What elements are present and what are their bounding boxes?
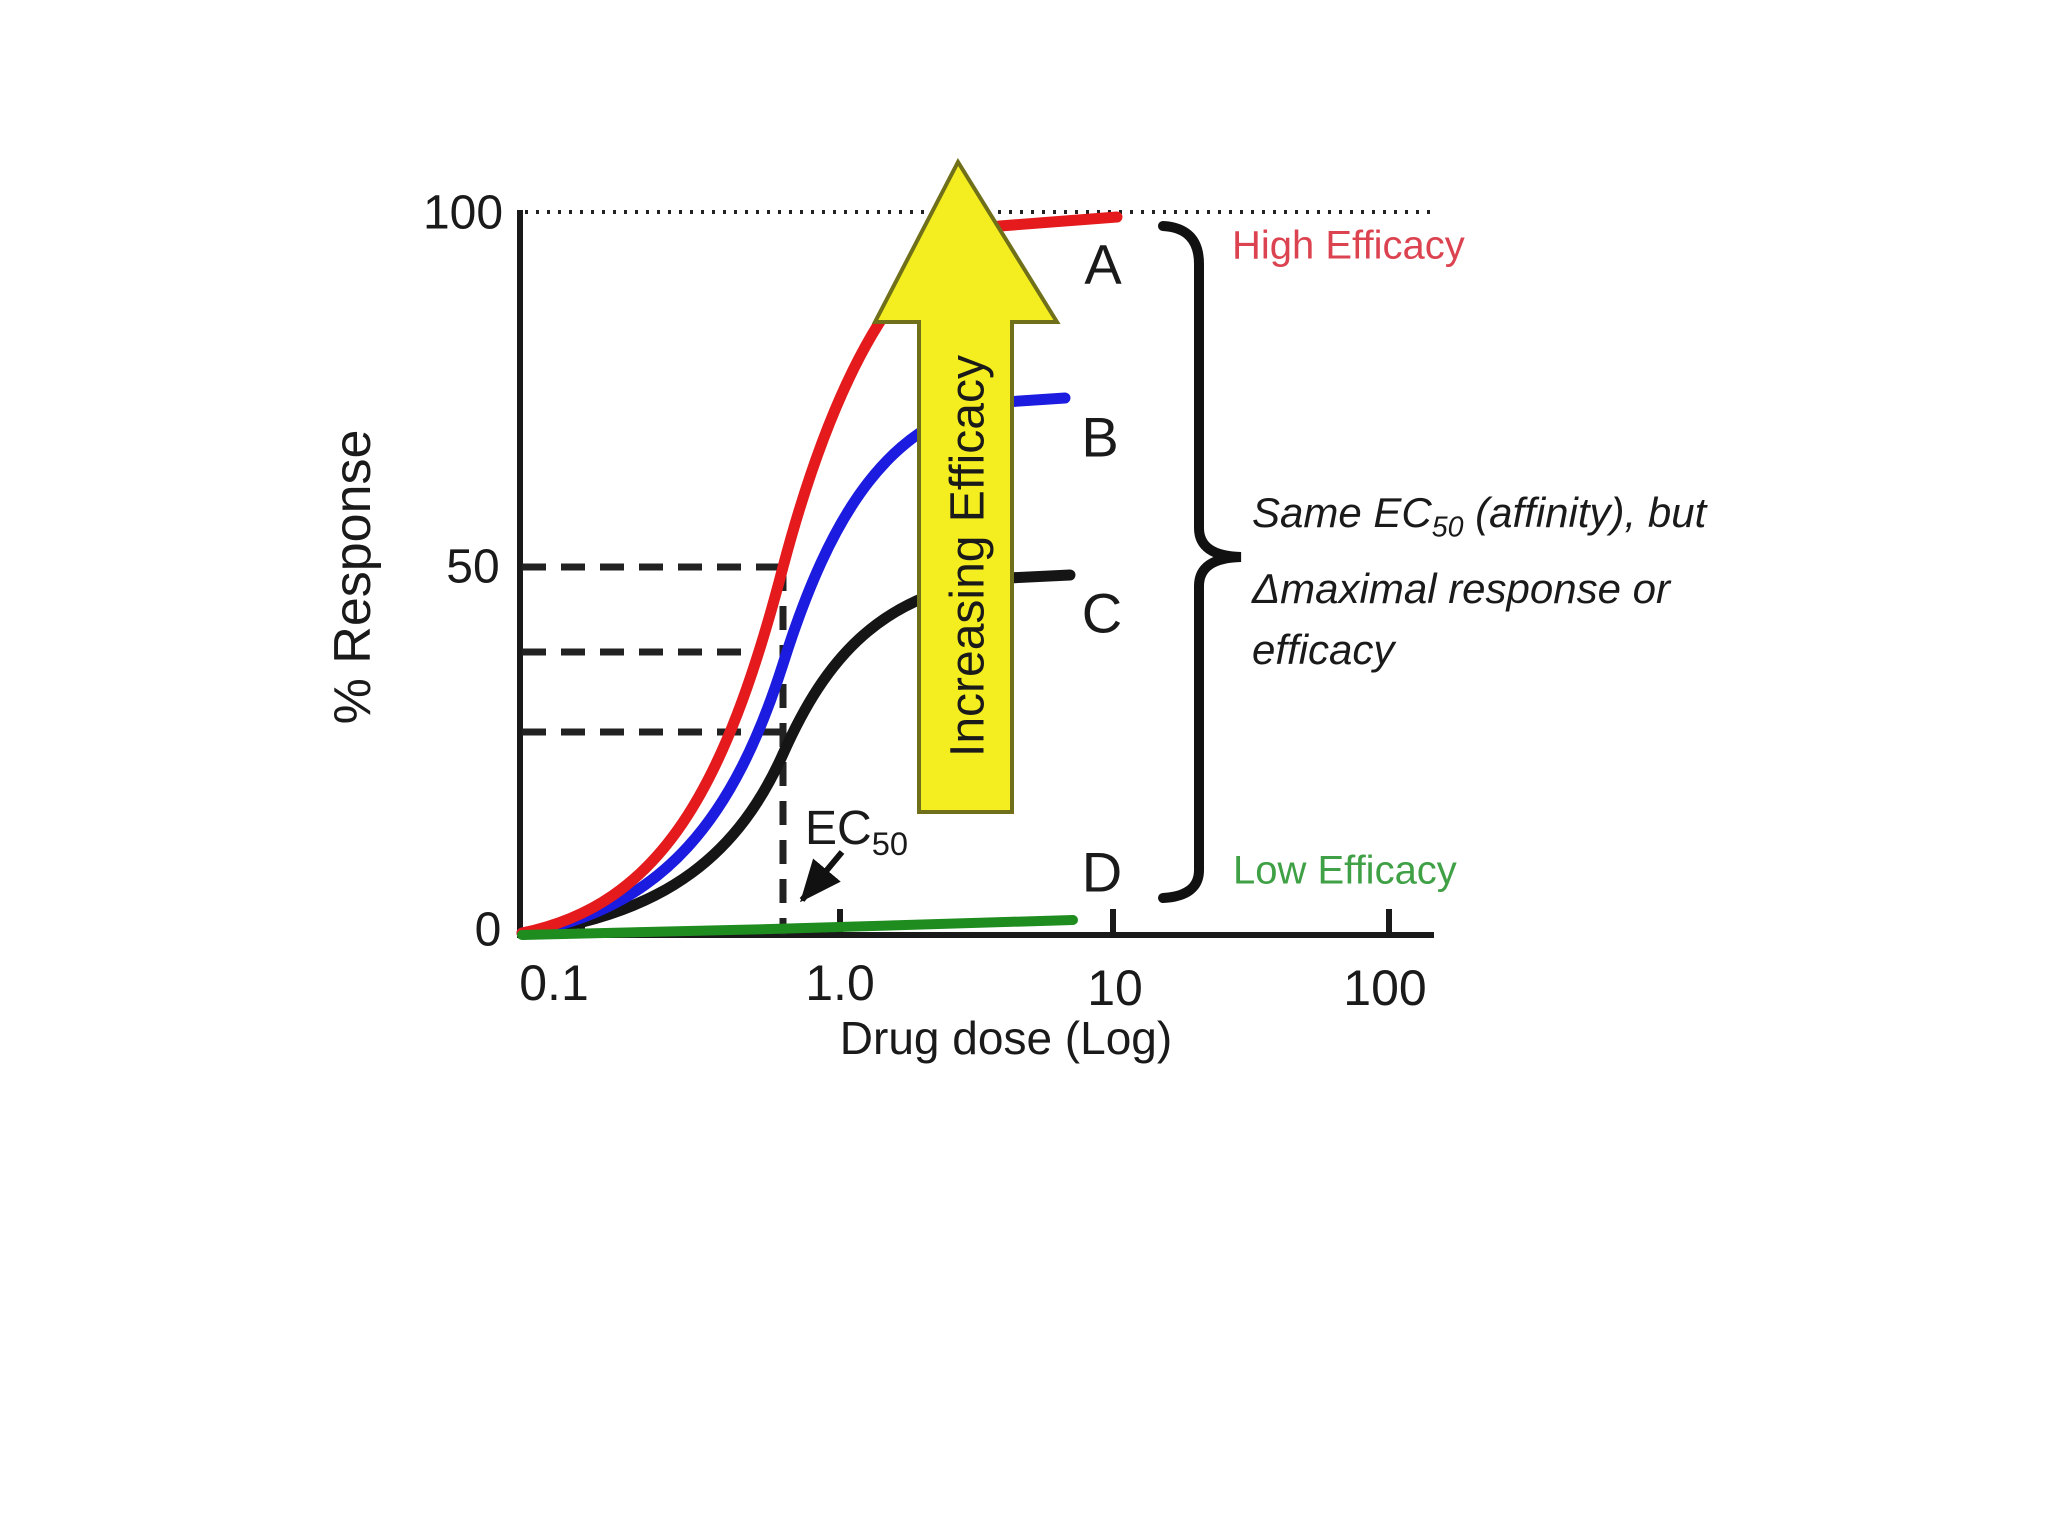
x-tick-10: 10 — [1087, 960, 1143, 1016]
increasing-efficacy-label: Increasing Efficacy — [941, 355, 995, 757]
low-efficacy-label: Low Efficacy — [1233, 848, 1457, 893]
note-line2: Δmaximal response or — [1252, 565, 1670, 613]
ec50-label: EC50 — [805, 801, 908, 863]
high-efficacy-label: High Efficacy — [1232, 223, 1465, 268]
increasing-efficacy-arrow — [871, 157, 1061, 814]
x-axis-title: Drug dose (Log) — [839, 1012, 1173, 1064]
ec50-pointer-arrow — [799, 850, 845, 903]
y-tick-0: 0 — [474, 903, 502, 957]
y-tick-100: 100 — [422, 186, 504, 240]
curve-c-label: C — [1081, 581, 1123, 645]
brace-note: Same EC50 (affinity), but Δmaximal respo… — [1252, 482, 1872, 680]
y-tick-50: 50 — [446, 540, 500, 594]
curve-d-label: D — [1081, 840, 1123, 904]
note-line1: Same EC50 (affinity), but — [1252, 489, 1707, 544]
curve-d — [517, 915, 1078, 940]
curve-b-label: B — [1081, 405, 1119, 469]
curly-brace — [1158, 221, 1242, 903]
x-tick-100: 100 — [1343, 960, 1427, 1016]
curve-c — [516, 569, 1076, 939]
ec50-base: EC — [805, 802, 872, 856]
y-axis-title: % Response — [324, 429, 382, 725]
ec50-subscript: 50 — [871, 824, 908, 862]
curve-a-label: A — [1084, 232, 1122, 296]
note-line3: efficacy — [1252, 626, 1395, 674]
x-tick-1.0: 1.0 — [805, 955, 875, 1011]
x-tick-0.1: 0.1 — [519, 955, 589, 1011]
